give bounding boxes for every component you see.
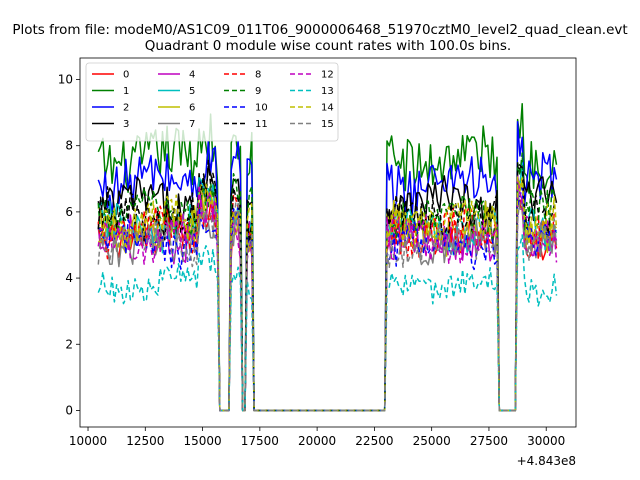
legend-label: 2 <box>123 103 129 114</box>
legend-label: 15 <box>321 119 334 130</box>
y-tick-label: 2 <box>65 337 73 351</box>
x-tick-label: 17500 <box>241 434 279 448</box>
legend-label: 8 <box>255 70 261 81</box>
y-tick-label: 6 <box>65 205 73 219</box>
series-layer <box>97 102 558 412</box>
y-tick-label: 10 <box>58 73 73 87</box>
legend-box <box>85 62 339 142</box>
series-line-1 <box>97 102 558 412</box>
series-line-2 <box>97 120 558 412</box>
x-tick-label: 27500 <box>470 434 508 448</box>
x-tick-label: 10000 <box>69 434 107 448</box>
legend-label: 6 <box>189 103 195 114</box>
legend-label: 12 <box>321 70 334 81</box>
legend-label: 7 <box>189 119 195 130</box>
legend-label: 10 <box>255 103 268 114</box>
y-tick-label: 0 <box>65 403 73 417</box>
legend-label: 0 <box>123 70 129 81</box>
chart-title: Quadrant 0 module wise count rates with … <box>145 38 511 54</box>
y-tick-label: 4 <box>65 271 73 285</box>
series-line-13 <box>97 234 558 412</box>
x-tick-label: 20000 <box>298 434 336 448</box>
y-axis: 0 2 4 6 8 10 <box>58 73 80 417</box>
x-offset-label: +4.843e8 <box>517 454 576 468</box>
x-tick-label: 12500 <box>126 434 164 448</box>
x-axis: 10000 12500 15000 17500 20000 22500 25000 27500… <box>69 427 565 448</box>
x-tick-label: 30000 <box>527 434 565 448</box>
series-line-15 <box>97 200 558 412</box>
legend-label: 11 <box>255 119 268 130</box>
x-tick-label: 25000 <box>413 434 451 448</box>
plot-frame <box>79 57 577 428</box>
x-tick-label: 22500 <box>355 434 393 448</box>
legend-label: 14 <box>321 103 334 114</box>
legend-label: 3 <box>123 119 129 130</box>
legend-label: 9 <box>255 86 261 97</box>
x-tick-label: 15000 <box>183 434 221 448</box>
legend-label: 5 <box>189 86 195 97</box>
chart-suptitle: Plots from file: modeM0/AS1C09_011T06_90… <box>12 22 627 38</box>
legend-label: 1 <box>123 86 129 97</box>
series-line-7 <box>97 186 557 412</box>
y-tick-label: 8 <box>65 139 73 153</box>
legend-label: 4 <box>189 70 195 81</box>
legend-label: 13 <box>321 86 334 97</box>
